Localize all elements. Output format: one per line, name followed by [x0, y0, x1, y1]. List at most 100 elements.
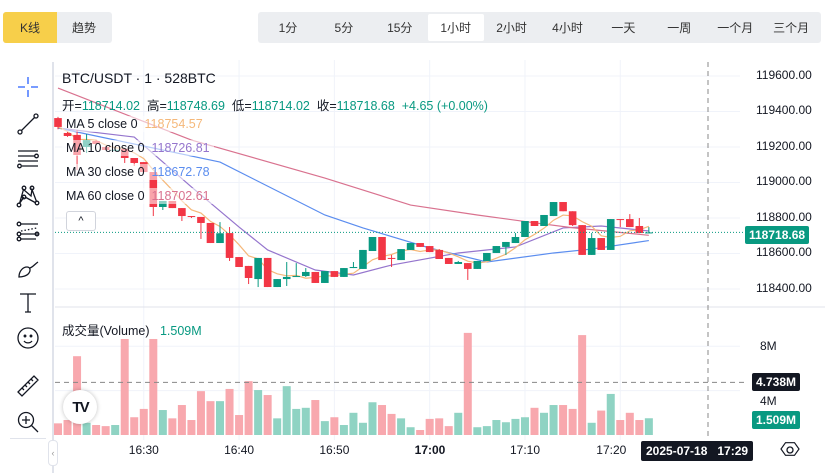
- candle: [282, 262, 291, 286]
- volume-bar: [387, 413, 396, 435]
- candle: [425, 246, 434, 253]
- pattern-icon[interactable]: [14, 182, 42, 210]
- volume-bar: [568, 408, 577, 435]
- candle-body: [549, 202, 558, 217]
- price-tick-label: 119000.00: [756, 174, 812, 188]
- crosshair-icon[interactable]: [14, 73, 42, 101]
- volume-bar: [349, 412, 358, 435]
- volume-bar: [358, 422, 367, 435]
- candle-body: [502, 241, 510, 247]
- volume-bar: [206, 401, 215, 435]
- mode-kline-button[interactable]: K线: [3, 12, 57, 43]
- emoji-icon[interactable]: [14, 324, 42, 352]
- low-value: 118714.02: [251, 99, 310, 113]
- volume-bar: [368, 402, 377, 435]
- parallel-channel-icon[interactable]: [14, 218, 42, 246]
- volume-bar: [320, 421, 329, 435]
- mode-trend-button[interactable]: 趋势: [71, 21, 96, 35]
- price-tick-label: 119600.00: [756, 67, 812, 82]
- tab-1min[interactable]: 1分: [278, 21, 298, 35]
- candle-body: [406, 243, 415, 250]
- ma30-legend[interactable]: MA 30 close 0 118672.78: [62, 164, 214, 180]
- tab-3month[interactable]: 三个月: [773, 21, 810, 35]
- ohlc-readout: 开=118714.02 高=118748.69 低=118714.02 收=11…: [62, 95, 488, 114]
- volume-bar: [158, 410, 167, 435]
- tab-1week[interactable]: 一周: [667, 21, 692, 35]
- candle: [244, 265, 253, 285]
- chart-mode-switch: K线 趋势: [3, 12, 112, 43]
- volume-bar: [587, 422, 596, 435]
- candle: [406, 243, 415, 250]
- volume-bar: [549, 405, 558, 435]
- volume-bar: [177, 405, 186, 435]
- brush-icon[interactable]: [14, 254, 42, 282]
- candle: [263, 257, 272, 288]
- price-tick-label: 119400.00: [756, 103, 812, 117]
- ma5-label: MA 5 close 0: [66, 117, 138, 131]
- candle-body: [416, 243, 424, 247]
- collapse-toolbar-button[interactable]: ‹: [48, 440, 58, 466]
- volume-bar: [559, 405, 568, 435]
- volume-bar: [435, 418, 444, 435]
- tab-1hour[interactable]: 1小时: [427, 14, 484, 41]
- candle: [597, 238, 606, 250]
- ma10-legend[interactable]: MA 10 close 0 118726.81: [62, 140, 214, 156]
- trend-line-icon[interactable]: [14, 110, 42, 138]
- volume-bar: [139, 408, 148, 435]
- candle-body: [378, 236, 386, 261]
- volume-bar: [520, 417, 529, 435]
- candle-body: [568, 211, 577, 226]
- tab-1day[interactable]: 一天: [611, 21, 636, 35]
- volume-bar: [578, 335, 587, 435]
- candle-body: [435, 249, 443, 260]
- interval-tabs: 1分 5分 15分 1小时 2小时 4小时 一天 一周 一个月 三个月: [258, 12, 821, 43]
- volume-bar: [82, 422, 91, 435]
- tab-15min[interactable]: 15分: [387, 21, 413, 35]
- candle: [463, 263, 472, 280]
- candle: [435, 249, 443, 260]
- ma60-legend[interactable]: MA 60 close 0 118702.61: [62, 188, 214, 204]
- settings-icon[interactable]: [780, 440, 800, 460]
- candle: [492, 246, 501, 253]
- candle: [587, 233, 596, 255]
- collapse-legend-button[interactable]: ^: [66, 211, 96, 231]
- ma-line-ma10: [57, 127, 649, 276]
- candle-body: [178, 208, 186, 217]
- tab-5min[interactable]: 5分: [334, 21, 354, 35]
- volume-bar: [530, 407, 539, 435]
- candle: [483, 252, 491, 261]
- candle-body: [254, 257, 262, 280]
- volume-bar: [330, 417, 339, 435]
- candle: [397, 249, 405, 261]
- fib-retracement-icon[interactable]: [14, 145, 42, 173]
- crosshair-volume-tag: 4.738M: [752, 373, 801, 391]
- ruler-icon[interactable]: [14, 372, 42, 400]
- candle-body: [626, 219, 634, 228]
- candle-body: [492, 246, 501, 253]
- price-tick-label: 118600.00: [756, 245, 812, 259]
- time-tick-label: 16:50: [319, 443, 350, 457]
- candle: [626, 214, 634, 228]
- volume-bar: [196, 391, 205, 435]
- close-value: 118718.68: [336, 99, 395, 113]
- candle: [568, 211, 577, 226]
- tab-4hour[interactable]: 4小时: [552, 21, 583, 35]
- volume-bar: [244, 381, 253, 435]
- volume-bar: [273, 418, 282, 435]
- candle: [378, 236, 386, 261]
- tab-2hour[interactable]: 2小时: [496, 21, 527, 35]
- tab-1month[interactable]: 一个月: [717, 21, 754, 35]
- last-volume-tag: 1.509M: [752, 411, 801, 429]
- volume-bar: [406, 427, 415, 435]
- volume-bar: [235, 415, 244, 435]
- zoom-in-icon[interactable]: [14, 408, 42, 436]
- tradingview-logo[interactable]: TV: [63, 390, 97, 424]
- ma5-legend[interactable]: MA 5 close 0 118754.57: [62, 116, 207, 132]
- candle: [521, 221, 529, 237]
- candle: [292, 263, 301, 278]
- volume-value: 1.509M: [159, 324, 202, 338]
- candle-body: [187, 216, 196, 218]
- volume-bar: [473, 427, 482, 435]
- change-value: +4.65 (+0.00%): [401, 99, 488, 113]
- text-icon[interactable]: [14, 289, 42, 317]
